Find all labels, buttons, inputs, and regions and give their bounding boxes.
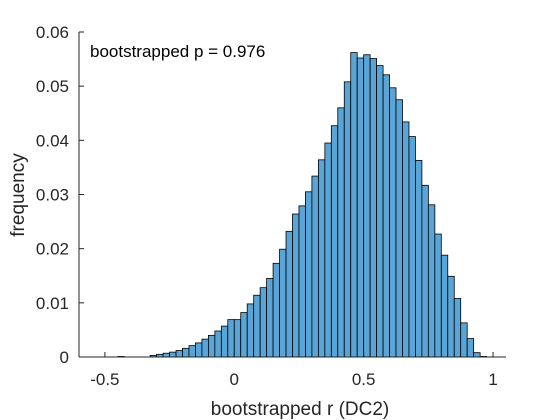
histogram-bar — [207, 334, 216, 358]
y-tick-label: 0.06 — [36, 23, 69, 42]
x-axis-label: bootstrapped r (DC2) — [211, 399, 389, 420]
histogram-bars — [117, 52, 487, 358]
histogram-bar — [447, 275, 455, 358]
histogram-bar — [279, 248, 287, 358]
histogram-bar — [220, 325, 229, 358]
x-tick-label: 0.5 — [352, 370, 376, 389]
histogram-bar — [175, 350, 183, 358]
histogram-bar — [188, 345, 196, 358]
y-tick-label: 0.03 — [36, 186, 69, 205]
y-axis-label: frequency — [8, 153, 29, 237]
histogram-bar — [305, 191, 313, 358]
histogram-bar — [330, 125, 339, 358]
histogram-bar — [395, 99, 403, 358]
histogram-bar — [298, 205, 306, 358]
histogram-bar — [408, 136, 416, 358]
histogram-bar — [473, 352, 481, 358]
histogram-bar — [259, 287, 268, 358]
histogram-bar — [337, 107, 345, 358]
histogram-bar — [434, 233, 442, 358]
histogram-bar — [272, 262, 280, 358]
histogram-bar — [356, 57, 365, 358]
histogram-bar — [402, 121, 410, 358]
chart-axes — [78, 31, 506, 358]
y-tick-label: 0.05 — [36, 77, 69, 96]
histogram-bar — [317, 159, 326, 358]
histogram-bar — [466, 338, 475, 358]
y-tick-label: 0.01 — [36, 294, 69, 313]
histogram-bar — [311, 175, 319, 358]
y-tick-label: 0.04 — [36, 131, 69, 150]
histogram-bar — [292, 213, 300, 358]
histogram-bar — [246, 303, 255, 358]
histogram-bar — [162, 352, 170, 358]
y-tick-label: 0.02 — [36, 240, 69, 259]
histogram-bar — [285, 230, 293, 358]
histogram-bar — [460, 322, 468, 358]
histogram-bar — [227, 319, 235, 358]
histogram-bar — [214, 330, 222, 358]
histogram-bar — [350, 52, 358, 358]
histogram-bar — [343, 81, 352, 358]
histogram-bar — [201, 338, 209, 358]
histogram-bar — [415, 159, 423, 358]
histogram-bar — [421, 184, 429, 358]
histogram-bar — [453, 298, 462, 358]
histogram-bar — [440, 254, 449, 358]
histogram-bar — [376, 65, 384, 358]
histogram-bar — [266, 278, 274, 358]
histogram-bar — [182, 347, 190, 358]
x-tick-label: 1 — [488, 370, 497, 389]
histogram-bar — [389, 87, 397, 358]
x-tick-label: -0.5 — [90, 370, 119, 389]
histogram-bar — [427, 204, 436, 358]
x-tick-label: 0 — [230, 370, 239, 389]
histogram-bar — [369, 58, 378, 358]
histogram-bar — [233, 319, 242, 358]
y-tick-label: 0 — [60, 348, 69, 367]
histogram-bar — [363, 54, 371, 358]
histogram-bar — [382, 74, 390, 358]
histogram-bar — [169, 351, 177, 358]
histogram-bar — [195, 342, 203, 358]
histogram-bar — [253, 294, 261, 358]
histogram-bar — [324, 142, 332, 358]
bootstrapped-p-annotation: bootstrapped p = 0.976 — [90, 42, 265, 61]
histogram-bar — [240, 312, 248, 358]
tick-labels: -0.5 0 0.5 1 0 0.01 0.02 0.03 0.04 0.05 0.06 — [36, 23, 498, 389]
